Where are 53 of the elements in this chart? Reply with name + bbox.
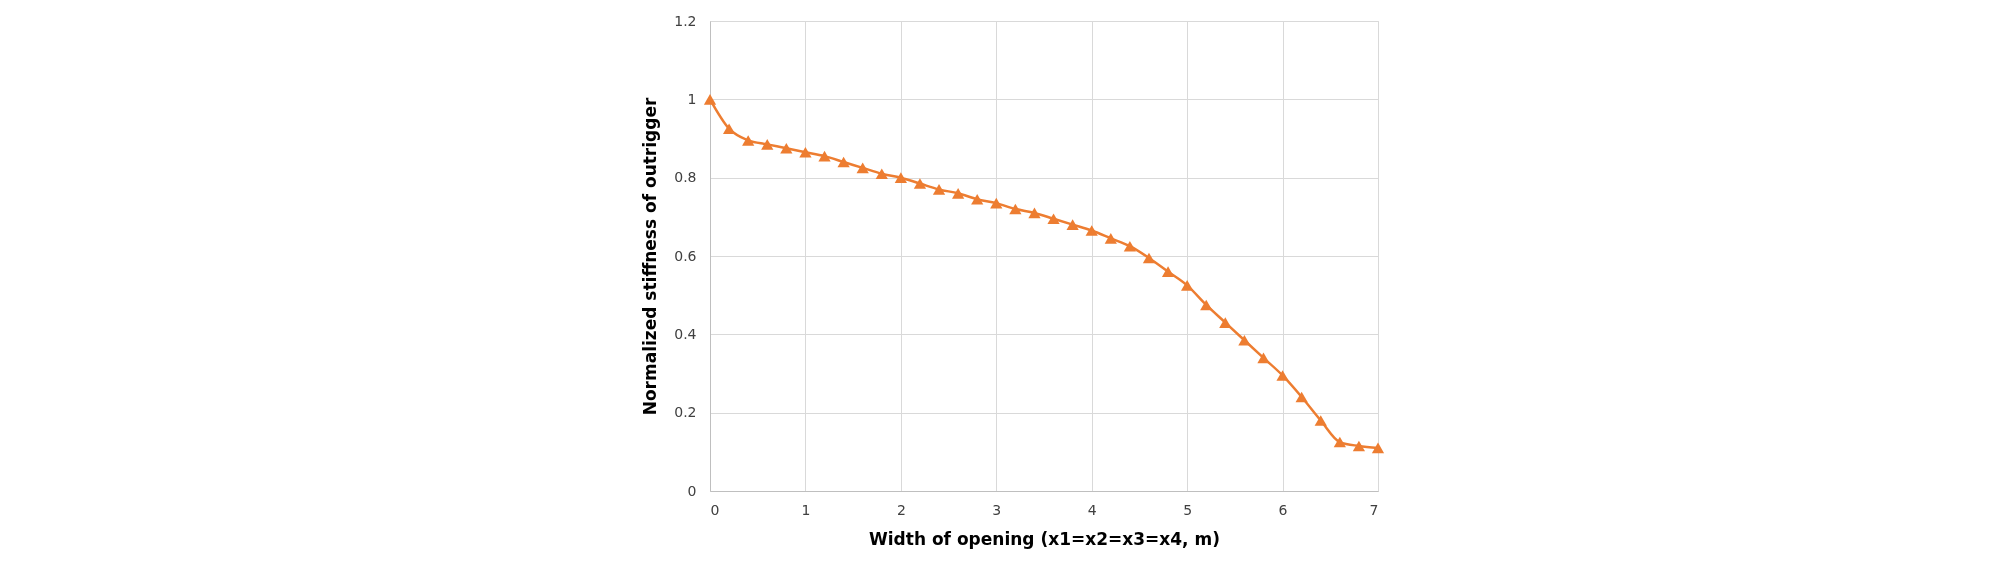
point (1257, 352, 1270, 364)
point (1123, 240, 1137, 252)
point (799, 146, 812, 158)
point (1333, 436, 1346, 448)
x-tick-label: 2 (896, 501, 906, 518)
point (894, 172, 907, 183)
x-tick-label: 4 (1087, 501, 1097, 518)
point (1142, 252, 1156, 264)
point (761, 139, 774, 150)
point (1009, 203, 1022, 215)
point (913, 178, 927, 189)
point (1047, 213, 1060, 225)
x-tick-label: 1 (801, 501, 811, 518)
point (1276, 370, 1289, 381)
point (1238, 334, 1251, 346)
point (818, 150, 831, 162)
y-tick-label: 1 (687, 90, 697, 107)
x-tick-label: 5 (1183, 501, 1193, 518)
point (1066, 219, 1079, 230)
x-tick-label: 7 (1369, 501, 1379, 518)
point (856, 162, 869, 174)
point (990, 197, 1003, 209)
y-tick-label: 0.6 (674, 247, 697, 264)
point (1219, 317, 1232, 328)
y-tick-label: 0.2 (674, 404, 697, 421)
point (1104, 233, 1117, 244)
y-tick-label: 0.4 (674, 325, 697, 342)
point (1028, 207, 1041, 219)
x-tick-label: 0 (710, 501, 720, 518)
point (1295, 391, 1308, 403)
point (1161, 266, 1175, 277)
y-tick-label: 1.2 (674, 12, 697, 29)
point (1181, 280, 1194, 291)
x-tick-label: 3 (992, 501, 1002, 518)
point (742, 135, 755, 146)
point (1371, 442, 1385, 454)
point (971, 193, 984, 205)
point (1200, 299, 1213, 311)
point (1314, 415, 1327, 426)
point (875, 168, 888, 180)
y-axis-title: Normalized stiffness of outrigger (640, 97, 661, 416)
point (837, 156, 850, 168)
point (780, 142, 793, 154)
point (932, 184, 946, 195)
x-axis-title: Width of opening (x1=x2=x3=x4, m) (869, 528, 1220, 549)
point (703, 94, 717, 105)
point (1352, 440, 1366, 452)
point (1085, 225, 1098, 236)
x-tick-label: 6 (1278, 501, 1288, 518)
y-tick-label: 0 (687, 482, 697, 499)
y-tick-label: 0.8 (674, 169, 697, 186)
point (722, 123, 736, 135)
point (951, 188, 965, 199)
